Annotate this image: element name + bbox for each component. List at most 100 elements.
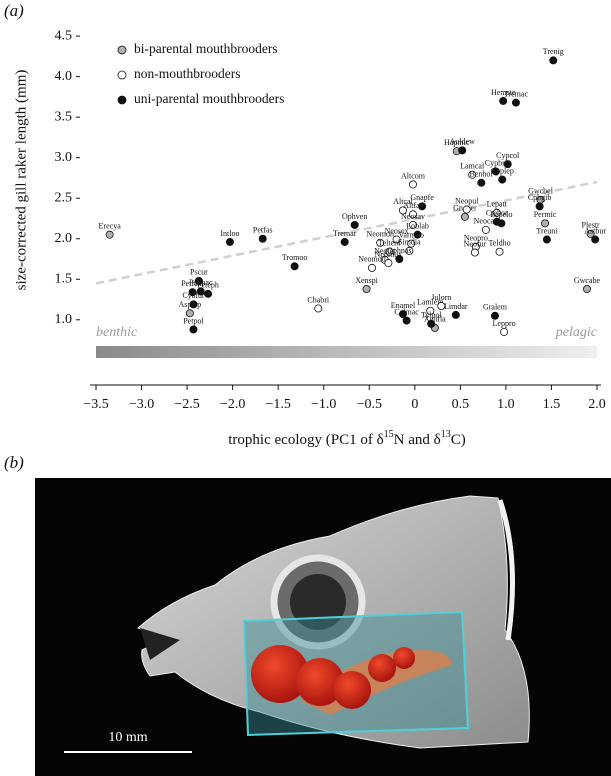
point-label: Neosex (385, 226, 409, 235)
point-label: Lepatt (487, 200, 508, 209)
gill-raker-blob (368, 654, 396, 682)
point-label: Ophnas (387, 246, 411, 255)
point-label: Ophven (342, 212, 367, 221)
point-label: Plestr (582, 221, 601, 230)
point-label: Erecya (99, 222, 122, 231)
y-axis-title: size-corrected gill raker length (mm) (13, 70, 29, 291)
point-label: Calmac (394, 307, 419, 316)
x-tick-label: −1.0 (311, 397, 336, 412)
point-label: Intloo (220, 229, 239, 238)
data-point (340, 237, 349, 246)
point-label: Xenspi (355, 276, 378, 285)
data-point (511, 98, 520, 107)
legend-label: non-mouthbrooders (134, 66, 240, 81)
point-label: Teldho (488, 239, 510, 248)
habitat-label: pelagic (555, 325, 598, 340)
data-point (405, 246, 414, 255)
point-label: Neopro (464, 234, 488, 243)
point-label: Neomux (375, 250, 403, 259)
x-tick-label: 0.5 (452, 397, 470, 412)
gill-raker-blob (393, 647, 415, 669)
point-label: Gralem (483, 303, 508, 312)
point-label: Cyplep (491, 166, 514, 175)
data-point (586, 229, 595, 238)
scatter-plot: 1.0 1.5 2.0 2.5 3.0 3.5 4.0 4.5 benthic pelagic −3… (13, 28, 606, 448)
point-label: Petfas (253, 226, 273, 235)
scale-bar-label: 10 mm (108, 730, 147, 745)
point-label: Xenfla (424, 315, 446, 324)
data-point (492, 208, 501, 217)
x-axis-title-part: C) (451, 432, 466, 448)
point-label: Petfam (181, 279, 204, 288)
data-point (458, 146, 467, 155)
y-tick-label: 4.0 (55, 69, 73, 84)
legend-marker (117, 70, 127, 80)
data-point (462, 205, 471, 214)
data-point (188, 288, 197, 297)
x-tick-label: 0 (411, 397, 418, 412)
point-label: Altcom (401, 171, 426, 180)
point-label: Loblab (406, 222, 429, 231)
x-axis-title-part: 15 (384, 429, 394, 440)
point-label: Gnapfe (410, 193, 434, 202)
point-label: Cphgib (528, 193, 552, 202)
mouth (140, 628, 180, 660)
x-tick-label: 1.5 (543, 397, 561, 412)
point-label: Tremac (504, 89, 529, 98)
point-label: Auldew (450, 137, 476, 146)
x-tick-label: −3.5 (83, 397, 108, 412)
data-point (470, 248, 479, 257)
point-label: Leppro (493, 319, 516, 328)
gill-raker-blob (251, 645, 309, 703)
data-point (185, 309, 194, 318)
data-point (189, 325, 198, 334)
point-label: Neosav (401, 212, 425, 221)
data-point (591, 235, 600, 244)
point-label: Lamcal (460, 162, 485, 171)
point-label: Neofur (464, 239, 487, 248)
habitat-gradient (96, 346, 597, 358)
point-label: Trenig (543, 47, 564, 56)
point-label: Astbur (584, 226, 606, 235)
point-label: Gwcabe (574, 276, 601, 285)
y-tick-label: 3.5 (55, 109, 73, 124)
data-point (314, 304, 323, 313)
y-tick-label: 3.0 (55, 150, 73, 165)
data-point (376, 238, 385, 247)
data-point (491, 167, 500, 176)
data-point (418, 202, 427, 211)
habitat-label: benthic (96, 325, 138, 340)
legend-label: bi-parental mouthbrooders (134, 41, 278, 56)
y-tick-label: 1.5 (55, 271, 73, 286)
trend-line (95, 180, 598, 285)
point-label: Tylpol (421, 311, 443, 320)
data-point (451, 310, 460, 319)
data-point (426, 306, 435, 315)
point-label: Treuni (536, 226, 558, 235)
x-tick-label: −1.5 (265, 397, 290, 412)
point-label: Cypbri (485, 158, 508, 167)
data-point (196, 287, 205, 296)
data-point (495, 247, 504, 256)
data-point (481, 225, 490, 234)
y-tick-label: 2.5 (55, 190, 73, 205)
point-label: Tromoo (282, 253, 308, 262)
panel-label: (b) (4, 453, 24, 472)
point-label: Teltem (378, 239, 401, 248)
y-tick-label: 4.5 (55, 28, 73, 43)
point-label: Ctehor (486, 209, 508, 218)
legend-marker (117, 95, 127, 105)
data-point (105, 230, 114, 239)
data-point (413, 230, 422, 239)
data-point (258, 234, 267, 243)
data-point (189, 300, 198, 309)
point-label: Neomod (358, 255, 386, 264)
data-point (408, 210, 417, 219)
x-axis-title: trophic ecology (PC1 of δ15N and δ13C) (228, 429, 465, 448)
data-point (437, 302, 446, 311)
point-label: Julorn (431, 293, 451, 302)
point-label: Permic (534, 210, 557, 219)
y-tick-label: 1.0 (55, 312, 73, 327)
data-point (408, 180, 417, 189)
